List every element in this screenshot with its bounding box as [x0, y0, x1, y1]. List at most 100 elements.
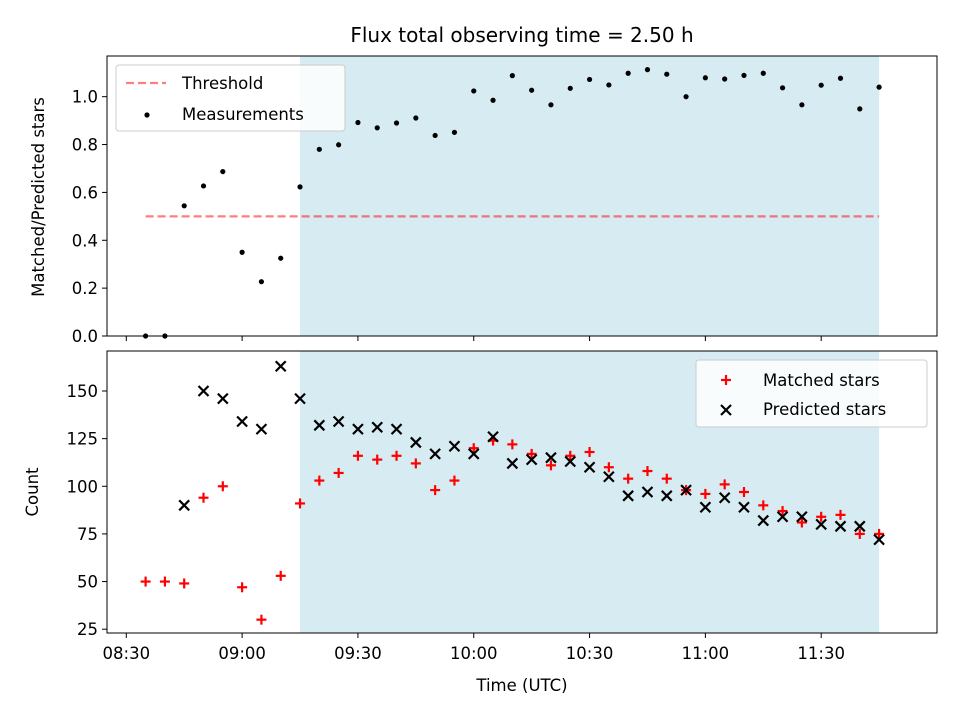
x-tick-label: 09:00 [218, 644, 266, 663]
predicted-stars-point [294, 392, 306, 405]
measurement-point [471, 88, 477, 94]
predicted-stars-point-b [217, 392, 229, 405]
legend-matched-label: Matched stars [763, 371, 880, 390]
measurement-point [760, 70, 766, 76]
legend-predicted-swatch [720, 404, 732, 416]
predicted-stars-point-b [718, 491, 731, 504]
predicted-stars-point [583, 461, 596, 474]
matched-stars-point [256, 614, 267, 625]
predicted-stars-point-b [448, 440, 461, 453]
measurement-point [432, 132, 438, 139]
measurement-point [181, 203, 187, 209]
top-y-tick-label: 0.8 [72, 136, 98, 155]
bottom-y-tick-label: 150 [67, 382, 99, 401]
measurement-point [683, 94, 689, 100]
matched-stars-point [295, 498, 306, 509]
top-y-tick-label: 0.2 [72, 279, 98, 298]
predicted-stars-point [854, 520, 866, 533]
predicted-stars-point [217, 392, 229, 405]
predicted-stars-point [332, 415, 345, 428]
predicted-stars-point-b [757, 514, 770, 527]
bottom-y-tick-label: 100 [67, 477, 99, 496]
top-y-tick-label: 1.0 [72, 88, 98, 107]
predicted-stars-point-b [255, 423, 268, 435]
predicted-stars-point-b [467, 448, 480, 460]
matched-stars-point [623, 473, 634, 484]
legend-predicted-label: Predicted stars [763, 400, 886, 419]
measurement-point [336, 142, 342, 148]
predicted-stars-point [467, 448, 480, 460]
measurement-point [548, 102, 554, 108]
predicted-stars-point [197, 385, 210, 397]
top-legend: Threshold Measurements [115, 64, 346, 132]
matched-stars-point [526, 448, 537, 459]
predicted-stars-point [699, 501, 712, 514]
x-tick-label: 11:00 [682, 644, 730, 663]
matched-stars-point [179, 578, 190, 589]
matched-stars-point [237, 582, 248, 593]
predicted-stars-point-b [660, 490, 673, 502]
predicted-stars-point-b [371, 421, 384, 433]
predicted-stars-point [834, 520, 847, 533]
predicted-stars-point-b [583, 461, 596, 474]
predicted-stars-point [545, 451, 557, 464]
predicted-stars-point-b [796, 510, 808, 523]
matched-stars-point [816, 511, 827, 522]
measurement-point [625, 70, 631, 76]
predicted-stars-point-b [622, 490, 634, 502]
predicted-stars-point [506, 457, 519, 470]
legend-measurements-label: Measurements [182, 105, 304, 124]
matched-stars-point [796, 517, 807, 528]
top-observing-window [300, 56, 880, 336]
predicted-stars-point-b [641, 486, 654, 498]
matched-stars-point [700, 488, 711, 499]
predicted-stars-point-b [873, 533, 885, 546]
predicted-stars-point [660, 490, 673, 502]
measurement-point [857, 106, 863, 112]
matched-stars-point [545, 460, 556, 471]
matched-stars-point [854, 528, 865, 539]
matched-stars-point [507, 439, 518, 450]
predicted-stars-point-b [815, 518, 827, 531]
predicted-stars-point-b [294, 392, 306, 405]
measurement-point [606, 82, 612, 88]
bottom-legend: Matched stars Predicted stars [695, 359, 928, 428]
predicted-stars-point [738, 501, 750, 514]
matched-stars-point [198, 492, 209, 503]
matched-stars-point [777, 506, 788, 517]
predicted-stars-point [390, 423, 403, 435]
x-tick-label: 10:00 [450, 644, 498, 663]
matched-stars-point [758, 500, 769, 511]
predicted-stars-point-b [390, 423, 403, 435]
matched-stars-point [352, 450, 363, 461]
bottom-y-tick-label: 50 [77, 573, 98, 592]
matched-stars-point [314, 475, 325, 486]
matched-stars-point [217, 481, 228, 492]
measurement-point [722, 76, 728, 82]
matched-stars-point [333, 467, 344, 478]
matched-stars-point [584, 446, 595, 457]
predicted-stars-point-b [197, 385, 210, 397]
measurement-point [297, 184, 303, 190]
measurement-point [644, 67, 651, 73]
legend-matched-swatch [721, 375, 731, 385]
bottom-y-axis-label: Count [23, 467, 42, 517]
predicted-stars-point [236, 415, 248, 428]
measurement-point [664, 71, 670, 77]
x-tick-label: 11:30 [797, 644, 845, 663]
measurement-point [220, 168, 226, 175]
top-legend-box [115, 64, 346, 132]
matched-stars-point [719, 479, 730, 490]
predicted-stars-point [487, 430, 499, 443]
measurement-point [799, 102, 805, 108]
legend-threshold-label: Threshold [181, 74, 263, 93]
matched-stars-point [159, 576, 170, 587]
measurement-point [393, 120, 400, 126]
measurement-point [741, 72, 747, 78]
predicted-stars-point-b [429, 448, 441, 460]
measurement-point [278, 255, 284, 261]
measurement-point [509, 73, 515, 79]
matched-stars-point [661, 473, 672, 484]
measurement-point [702, 75, 708, 81]
